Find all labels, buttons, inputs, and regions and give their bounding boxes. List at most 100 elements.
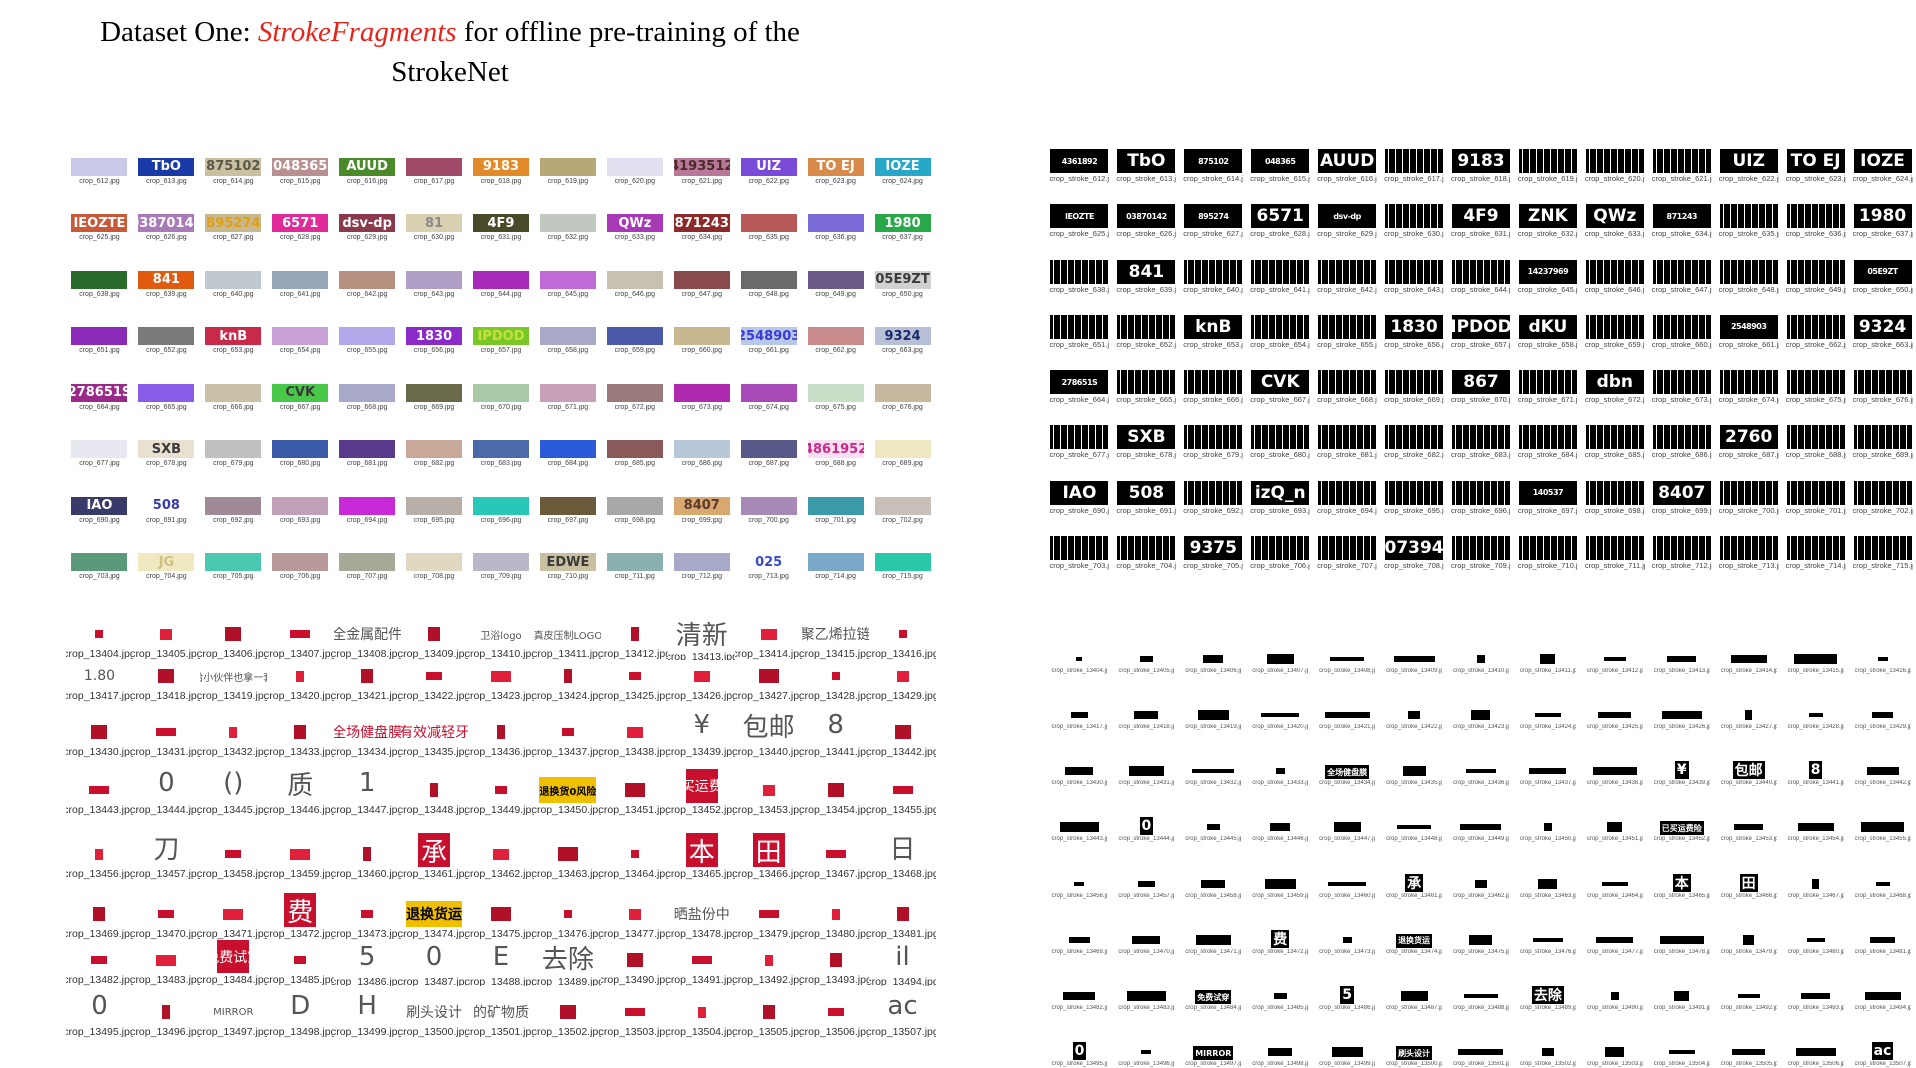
- ecommerce-crop-thumbnail: [762, 777, 775, 803]
- stroke-crop-filename: crop_stroke_654.jpg: [1250, 340, 1310, 349]
- stroke-crop-thumbnail: [1786, 480, 1845, 505]
- ecommerce-stroke-cell: 去除 crop_stroke_13489.jpg: [1514, 956, 1581, 1012]
- ecommerce-stroke-cell: crop_stroke_13455.jpg: [1849, 787, 1916, 843]
- crop-thumbnail: knB: [205, 327, 262, 345]
- stroke-crop-thumbnail: 140537: [1518, 480, 1577, 505]
- ecommerce-crop-filename: crop_13475.jpg: [467, 928, 535, 940]
- crop-thumbnail: [740, 496, 797, 515]
- crop-thumbnail: 875102: [205, 157, 262, 176]
- stroke-crop-thumbnail: 4F9: [1451, 204, 1510, 229]
- crop-thumbnail: [606, 553, 663, 571]
- ecommerce-stroke-thumbnail: [1469, 932, 1493, 948]
- ecommerce-stroke-cell: crop_stroke_13457.jpg: [1113, 843, 1180, 899]
- ecommerce-stroke-filename: crop_stroke_13500.jpg: [1386, 1061, 1443, 1068]
- stroke-crop-filename: crop_stroke_644.jpg: [1450, 285, 1511, 294]
- stroke-crop-filename: crop_stroke_690.jpg: [1049, 506, 1110, 515]
- stroke-crop-thumbnail: IAO: [1050, 480, 1109, 505]
- stroke-crop-thumbnail: [1117, 535, 1176, 560]
- ecommerce-crop-filename: crop_13440.jpg: [735, 746, 803, 758]
- ecommerce-crop-thumbnail: 免费试穿: [217, 940, 250, 974]
- ecommerce-crop-cell: crop_13490.jpg: [601, 940, 668, 986]
- stroke-crop-thumbnail: [1318, 259, 1377, 284]
- ecommerce-crop-filename: crop_13490.jpg: [601, 974, 669, 986]
- ecommerce-crop-filename: crop_13430.jpg: [66, 746, 133, 758]
- crop-thumbnail: 048365: [272, 157, 329, 176]
- stroke-crop-cell: crop_stroke_686.jpg: [1648, 404, 1715, 459]
- ecommerce-stroke-cell: crop_stroke_13456.jpg: [1046, 843, 1113, 899]
- ecommerce-crop-thumbnail: [223, 901, 244, 927]
- ecommerce-stroke-thumbnail: [1132, 932, 1161, 948]
- crop-cell: crop_660.jpg: [668, 298, 735, 354]
- crop-thumbnail: 1830: [406, 327, 463, 345]
- crop-filename: crop_639.jpg: [146, 290, 187, 298]
- ecommerce-stroke-filename: crop_stroke_13452.jpg: [1653, 836, 1710, 843]
- crop-cell: IAO crop_690.jpg: [66, 467, 133, 524]
- ecommerce-crop-filename: crop_13476.jpg: [534, 928, 602, 940]
- crop-thumbnail: [472, 553, 529, 571]
- crop-thumbnail: [472, 496, 529, 515]
- crop-cell: crop_648.jpg: [735, 241, 802, 298]
- crop-filename: crop_614.jpg: [213, 177, 254, 185]
- stroke-crop-cell: crop_stroke_620.jpg: [1581, 128, 1648, 183]
- stroke-crop-cell: crop_stroke_675.jpg: [1782, 349, 1849, 404]
- crop-cell: crop_706.jpg: [267, 524, 334, 580]
- stroke-crop-cell: crop_stroke_712.jpg: [1648, 515, 1715, 570]
- crop-filename: crop_613.jpg: [146, 177, 187, 185]
- ecommerce-stroke-filename: crop_stroke_13487.jpg: [1386, 1005, 1443, 1012]
- ecommerce-stroke-cell: crop_stroke_13436.jpg: [1448, 731, 1515, 787]
- ecommerce-crop-thumbnail: 本: [685, 833, 718, 867]
- crop-cell: crop_617.jpg: [401, 128, 468, 185]
- crop-filename: crop_687.jpg: [748, 460, 789, 467]
- ecommerce-stroke-thumbnail: [1745, 707, 1753, 723]
- stroke-crop-filename: crop_stroke_673.jpg: [1651, 396, 1712, 404]
- crop-filename: crop_642.jpg: [346, 290, 388, 298]
- ecommerce-stroke-cell: crop_stroke_13413.jpg: [1648, 618, 1715, 674]
- crop-cell: SXB crop_678.jpg: [133, 411, 200, 467]
- stroke-crop-thumbnail: izQ_n: [1251, 480, 1310, 505]
- stroke-crop-cell: crop_stroke_662.jpg: [1782, 294, 1849, 349]
- ecommerce-stroke-thumbnail: [1328, 876, 1367, 892]
- crop-thumbnail: [740, 383, 797, 402]
- stroke-crop-thumbnail: [1585, 425, 1644, 450]
- ecommerce-stroke-cell: crop_stroke_13423.jpg: [1448, 674, 1515, 730]
- ecommerce-crop-thumbnail: 刀: [153, 834, 180, 865]
- ecommerce-crop-cell: 退换货0风险 crop_13450.jpg: [534, 758, 601, 816]
- ecommerce-crop-thumbnail: [361, 663, 374, 689]
- ecommerce-stroke-filename: crop_stroke_13439.jpg: [1653, 780, 1710, 787]
- crop-filename: crop_680.jpg: [279, 460, 321, 467]
- ecommerce-stroke-cell: crop_stroke_13462.jpg: [1448, 843, 1515, 899]
- ecommerce-stroke-thumbnail: [1076, 651, 1083, 667]
- stroke-crop-thumbnail: 1830: [1385, 314, 1444, 339]
- stroke-crop-filename: crop_stroke_699.jpg: [1651, 506, 1712, 515]
- ecommerce-stroke-cell: crop_stroke_13428.jpg: [1782, 674, 1849, 730]
- ecommerce-crop-thumbnail: 的矿物质: [472, 1005, 529, 1021]
- ecommerce-crop-cell: crop_13506.jpg: [802, 986, 869, 1038]
- ecommerce-crop-filename: crop_13424.jpg: [534, 690, 602, 702]
- crop-cell: crop_641.jpg: [267, 241, 334, 298]
- crop-filename: crop_678.jpg: [146, 460, 187, 467]
- ecommerce-crop-cell: crop_13476.jpg: [534, 880, 601, 940]
- stroke-crop-thumbnail: AUUD: [1318, 149, 1377, 173]
- stroke-crop-filename: crop_stroke_628.jpg: [1250, 230, 1310, 239]
- crop-filename: crop_630.jpg: [413, 234, 455, 241]
- crop-cell: QWz crop_633.jpg: [601, 185, 668, 241]
- ecommerce-crop-thumbnail: [156, 719, 177, 745]
- captcha-crops-grid: crop_612.jpg TbO crop_613.jpg 875102 crop_61…: [66, 128, 936, 580]
- stroke-crop-cell: crop_stroke_677.jpg: [1046, 404, 1113, 459]
- crop-filename: crop_704.jpg: [146, 573, 187, 580]
- ecommerce-crop-cell: 承 crop_13461.jpg: [401, 816, 468, 880]
- crop-filename: crop_640.jpg: [213, 290, 254, 298]
- crop-cell: 1830 crop_656.jpg: [401, 298, 468, 354]
- crop-cell: crop_645.jpg: [534, 241, 601, 298]
- ecommerce-stroke-cell: crop_stroke_13468.jpg: [1849, 843, 1916, 899]
- ecommerce-stroke-filename: crop_stroke_13454.jpg: [1787, 836, 1844, 843]
- ecommerce-crop-filename: crop_13484.jpg: [199, 974, 267, 986]
